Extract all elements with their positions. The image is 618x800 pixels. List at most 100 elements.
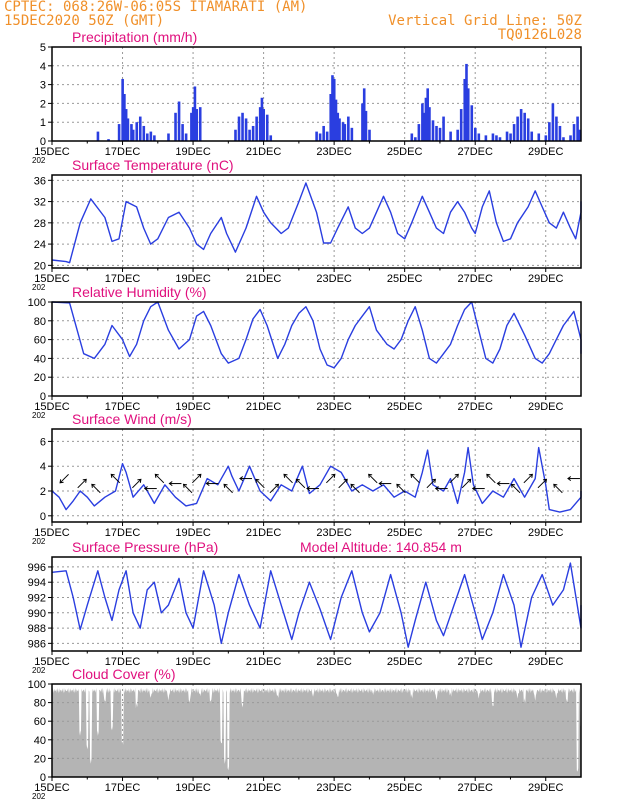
wind-arrow-head <box>168 481 173 487</box>
y-tick-label: 60 <box>34 335 46 347</box>
wind-arrow-head <box>274 483 280 488</box>
wind-arrow-head <box>567 476 572 482</box>
x-tick-label: 23DEC <box>316 527 352 539</box>
wind-arrow-head <box>283 473 288 478</box>
precip-bar <box>465 63 468 141</box>
wind-arrow-shaft <box>449 473 459 484</box>
panel-title: Surface Pressure (hPa) <box>72 539 218 555</box>
y-tick-label: 20 <box>34 260 46 272</box>
precip-bar <box>361 103 364 141</box>
run-id-header: TQ0126L028 <box>497 27 582 43</box>
x-year-stub: 202 <box>32 666 46 675</box>
wind-arrow-head <box>410 473 415 478</box>
precip-bar <box>336 112 340 141</box>
y-tick-label: 0 <box>40 136 46 148</box>
wind-arrow-shaft <box>368 473 378 484</box>
series-line <box>51 301 582 369</box>
panel-title: Cloud Cover (%) <box>72 666 175 682</box>
x-tick-label: 15DEC <box>34 527 70 539</box>
wind-direction-arrow <box>269 483 280 494</box>
x-tick-label: 23DEC <box>316 146 352 158</box>
precip-bar <box>544 135 548 141</box>
wind-arrow-shaft <box>296 478 306 489</box>
wind-direction-arrow <box>168 481 182 487</box>
wind-direction-arrow <box>295 478 306 489</box>
panel-title: Surface Wind (m/s) <box>72 411 192 427</box>
panel-frame <box>51 428 582 523</box>
x-tick-label: 21DEC <box>246 146 282 158</box>
precip-bar <box>269 135 273 141</box>
precip-bar <box>530 131 534 141</box>
precip-bar <box>516 116 519 141</box>
wind-arrow-head <box>82 478 87 483</box>
precip-bar <box>153 135 156 141</box>
wind-arrow-shaft <box>461 478 471 489</box>
precip-bar <box>237 116 241 141</box>
x-tick-label: 29DEC <box>528 527 564 539</box>
wind-arrow-head <box>59 479 64 484</box>
y-tick-label: 4 <box>40 461 46 473</box>
wind-direction-arrow <box>205 481 219 487</box>
wind-arrow-head <box>431 478 436 483</box>
wind-direction-arrow <box>283 473 293 484</box>
wind-direction-arrow <box>449 473 459 484</box>
precip-bar <box>410 133 414 141</box>
y-tick-label: 40 <box>34 353 46 365</box>
y-tick-label: 0 <box>40 511 46 523</box>
precip-bar <box>181 124 184 141</box>
x-tick-label: 29DEC <box>528 401 564 413</box>
precip-bar <box>107 139 110 141</box>
precip-bar <box>248 129 251 141</box>
precip-bar <box>362 88 366 141</box>
wind-arrow-shaft <box>511 483 521 494</box>
precip-bar <box>241 112 244 141</box>
precip-bar <box>325 131 329 141</box>
panel-frame <box>51 556 582 652</box>
precip-bar <box>138 116 142 141</box>
x-tick-label: 17DEC <box>105 782 141 794</box>
wind-direction-arrow <box>239 476 252 482</box>
cloud-cover-area <box>52 687 581 777</box>
precip-bar <box>555 116 558 141</box>
y-tick-label: 1 <box>40 117 46 129</box>
wind-arrow-shaft <box>553 483 563 494</box>
y-tick-label: 100 <box>28 679 46 691</box>
y-tick-label: 28 <box>34 218 46 230</box>
wind-direction-arrow <box>378 481 392 487</box>
x-tick-label: 21DEC <box>246 273 282 285</box>
wind-arrow-head <box>378 481 383 487</box>
precip-bar <box>331 75 334 141</box>
precip-bar <box>334 99 338 141</box>
wind-arrow-head <box>434 486 439 492</box>
wind-arrow-shaft <box>183 483 193 494</box>
x-tick-label: 25DEC <box>387 527 423 539</box>
wind-direction-arrow <box>350 483 360 494</box>
wind-direction-arrow <box>537 478 548 489</box>
wind-arrow-shaft <box>191 473 202 484</box>
x-tick-label: 27DEC <box>457 656 493 668</box>
y-tick-label: 60 <box>34 716 46 728</box>
wind-arrow-head <box>137 478 142 483</box>
panel-annotation: Model Altitude: 140.854 m <box>300 539 462 555</box>
series-line <box>51 182 582 264</box>
wind-arrow-head <box>306 486 311 492</box>
wind-arrow-head <box>182 483 188 488</box>
wind-arrow-shaft <box>110 473 121 484</box>
x-tick-label: 29DEC <box>528 656 564 668</box>
precip-bar <box>255 116 258 141</box>
wind-direction-arrow <box>182 483 193 494</box>
wind-arrow-shaft <box>326 473 336 484</box>
precip-bar <box>332 78 336 141</box>
precip-bar <box>341 122 345 141</box>
y-tick-label: 992 <box>28 593 46 605</box>
wind-direction-arrow <box>223 483 233 494</box>
y-tick-label: 988 <box>28 623 46 635</box>
precip-bar <box>449 131 452 141</box>
y-tick-label: 2 <box>40 486 46 498</box>
x-tick-label: 25DEC <box>387 656 423 668</box>
x-tick-label: 23DEC <box>316 401 352 413</box>
precip-bar <box>174 112 177 141</box>
wind-arrow-head <box>471 486 476 492</box>
wind-arrow-head <box>143 486 148 492</box>
precip-bar <box>251 125 255 141</box>
